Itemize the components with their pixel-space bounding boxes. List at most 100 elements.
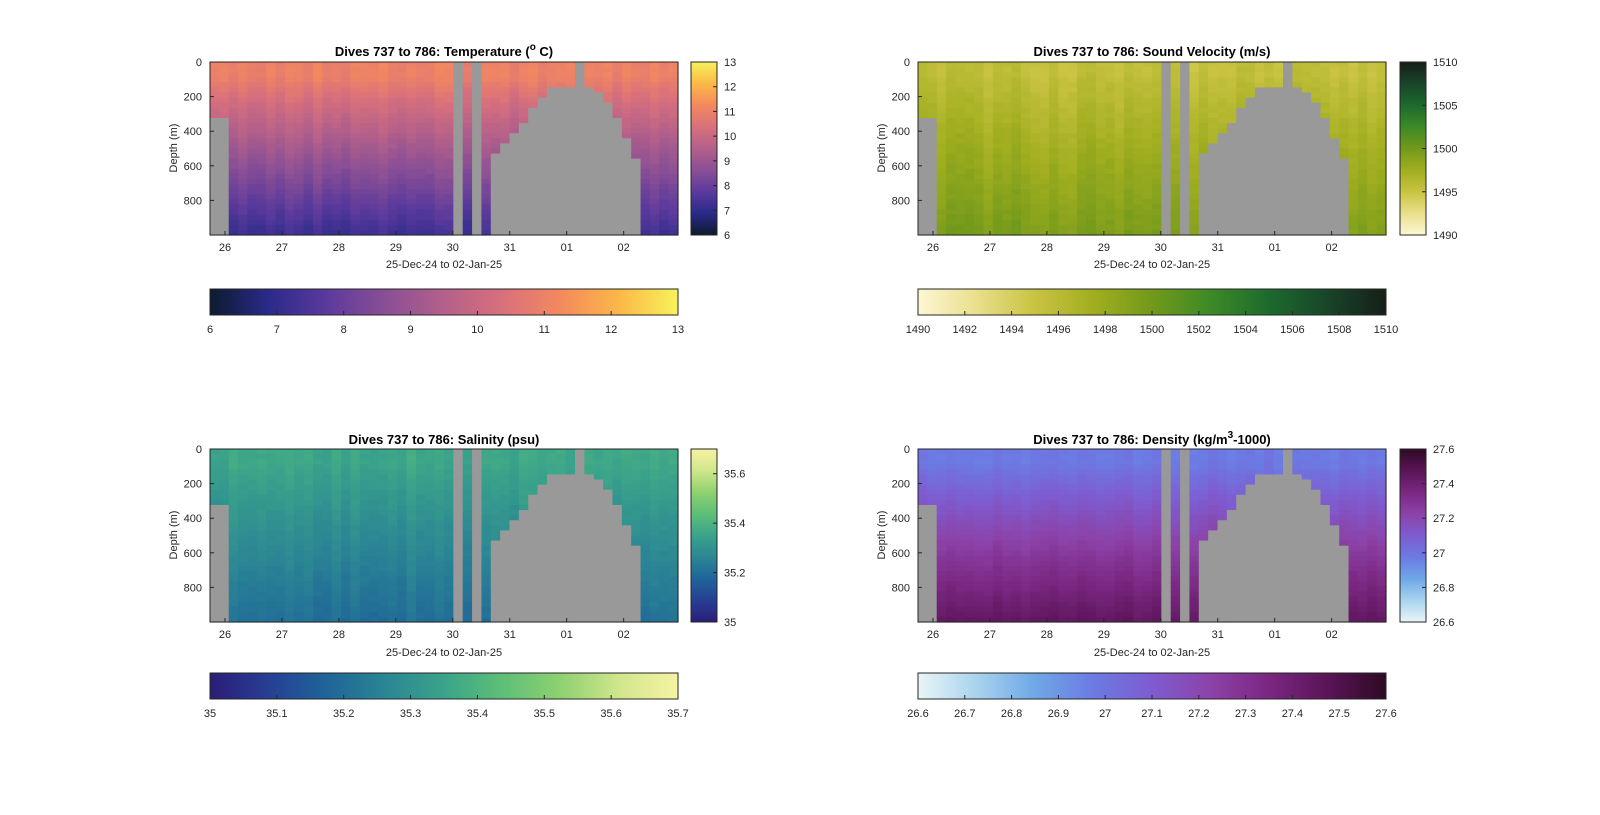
heatmap-cell [1264,158,1275,165]
heatmap-cell [247,229,258,236]
heatmap-cell [1067,123,1078,129]
heatmap-cell [640,184,651,190]
heatmap-cell [1264,219,1275,226]
heatmap-cell [406,571,417,577]
heatmap-cell [1320,189,1331,195]
heatmap-cell [546,173,557,180]
heatmap-cell [603,484,614,491]
heatmap-cell [612,173,623,180]
heatmap-cell [546,184,557,190]
heatmap-cell [518,92,529,99]
heatmap-cell [1292,138,1303,145]
heatmap-cell [1180,199,1191,206]
heatmap-cell [406,148,417,155]
heatmap-cell [537,525,548,532]
heatmap-cell [415,535,426,542]
heatmap-cell [509,184,520,190]
heatmap-cell [992,189,1003,195]
heatmap-cell [1311,184,1322,190]
heatmap-cell [1264,62,1275,68]
heatmap-cell [612,77,623,83]
heatmap-cell [584,550,595,557]
heatmap-cell [1123,97,1134,104]
heatmap-cell [668,153,679,160]
heatmap-cell [1339,62,1350,68]
heatmap-cell [621,199,632,206]
heatmap-cell [462,535,473,542]
heatmap-cell [556,479,567,486]
heatmap-cell [649,143,660,150]
heatmap-cell [1339,158,1350,165]
heatmap-cell [575,199,585,206]
heatmap-cell [1301,229,1312,236]
heatmap-cell [387,194,398,200]
heatmap-cell [649,224,660,231]
heatmap-cell [974,117,985,124]
heatmap-cell [275,535,286,542]
heatmap-cell [955,163,966,170]
heatmap-cell [462,540,473,547]
heatmap-cell [603,163,614,170]
heatmap-cell [266,214,277,221]
colorbar-right-gradient [690,61,718,236]
heatmap-cell [528,469,539,476]
heatmap-cell [453,494,464,501]
heatmap-cell [415,107,426,114]
heatmap-cell [266,102,277,109]
heatmap-cell [1320,67,1331,73]
heatmap-cell [964,224,975,231]
heatmap-cell [1067,199,1078,206]
heatmap-cell [462,474,473,481]
heatmap-cell [406,525,417,532]
heatmap-cell [1039,123,1050,129]
heatmap-cell [1161,97,1172,104]
heatmap-cell [481,560,492,567]
heatmap-cell [444,616,454,623]
heatmap-cell [992,128,1003,134]
heatmap-cell [1180,209,1191,216]
heatmap-cell [1020,107,1031,114]
heatmap-cell [556,173,567,180]
heatmap-cell [406,515,417,521]
heatmap-cell [1208,148,1219,155]
heatmap-cell [556,545,567,552]
heatmap-cell [341,550,351,557]
heatmap-cell [266,601,277,608]
colorbar-tick-label: 7 [274,324,280,336]
heatmap-cell [341,77,351,83]
heatmap-cell [331,484,342,491]
heatmap-cell [341,545,351,552]
heatmap-cell [1002,117,1013,124]
heatmap-cell [406,133,417,139]
heatmap-cell [546,525,557,532]
heatmap-cell [1039,184,1050,190]
heatmap-cell [1376,97,1387,104]
heatmap-cell [369,550,380,557]
heatmap-cell [1254,82,1265,89]
heatmap-cell [1133,67,1144,73]
heatmap-cell [322,555,333,562]
heatmap-cell [936,219,947,226]
heatmap-cell [546,469,557,476]
heatmap-cell [500,611,511,618]
heatmap-cell [462,204,473,211]
heatmap-cell [509,92,520,99]
heatmap-cell [1329,128,1340,134]
heatmap-cell [294,566,305,572]
heatmap-cell [1105,82,1116,89]
heatmap-cell [509,158,520,165]
heatmap-cell [593,530,604,537]
heatmap-cell [649,72,660,78]
heatmap-cell [1180,173,1191,180]
heatmap-cell [406,168,417,175]
heatmap-cell [284,143,295,150]
heatmap-cell [453,107,464,114]
heatmap-cell [284,459,295,465]
heatmap-cell [1348,62,1359,68]
heatmap-cell [1301,72,1312,78]
heatmap-cell [1058,209,1069,216]
heatmap-cell [509,566,520,572]
heatmap-cell [575,550,585,557]
heatmap-cell [312,92,323,99]
heatmap-cell [425,179,436,185]
